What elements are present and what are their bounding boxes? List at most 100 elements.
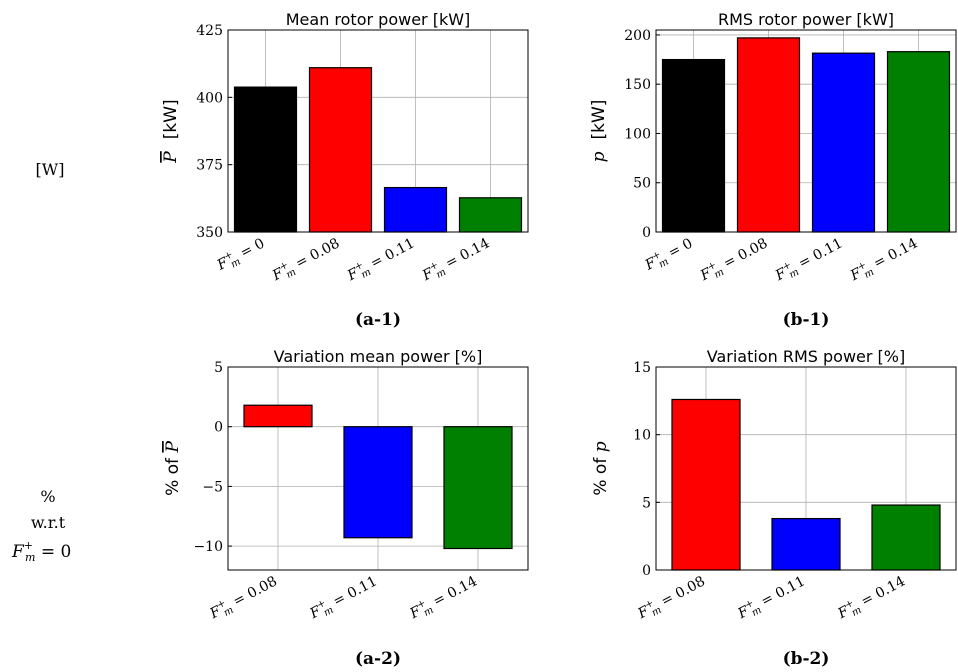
x-tick-label: F+m = 0.11 bbox=[306, 572, 382, 625]
x-tick-sub: m bbox=[285, 267, 299, 281]
row-label-reference-F: F bbox=[11, 542, 25, 562]
x-tick-value: 0.14 bbox=[457, 235, 492, 264]
bar-0_14 bbox=[886, 51, 951, 233]
x-tick-sub: m bbox=[788, 267, 802, 281]
chart-title: Mean rotor power [kW] bbox=[286, 10, 471, 29]
y-tick-label: 0 bbox=[214, 420, 223, 436]
y-axis-label-symbol: p bbox=[589, 151, 609, 162]
y-tick-label: 15 bbox=[633, 360, 651, 376]
bar-0_08 bbox=[243, 404, 313, 428]
x-tick-label: F+m = 0.08 bbox=[634, 572, 710, 625]
y-axis-label-prefix: % of bbox=[591, 452, 611, 495]
axes-frame bbox=[227, 366, 529, 571]
x-tick-value: 0.11 bbox=[773, 573, 808, 602]
x-tick-value: 0.14 bbox=[873, 573, 908, 602]
bar-0_14 bbox=[458, 197, 523, 233]
panel-label: (a-1) bbox=[355, 310, 401, 330]
y-tick-label: 5 bbox=[642, 495, 651, 511]
y-axis-label-symbol: P bbox=[161, 151, 181, 164]
x-tick-label: F+m = 0.14 bbox=[846, 234, 922, 288]
x-tick-value: 0.14 bbox=[445, 573, 480, 602]
x-tick-label: F+m = 0.14 bbox=[418, 234, 494, 288]
bar-0_08 bbox=[308, 67, 373, 233]
y-tick-label: 10 bbox=[633, 428, 651, 444]
chart-rms-rotor-power: 0 50 100 150 200 RMS rotor power [kW] p [kW] F+m… bbox=[589, 10, 957, 330]
axes-frame bbox=[655, 366, 957, 571]
x-tick-sub: m bbox=[435, 267, 449, 281]
bar-0_14 bbox=[443, 426, 513, 550]
y-tick-label: 350 bbox=[196, 225, 223, 241]
y-tick-label: −5 bbox=[202, 479, 223, 495]
y-tick-label: 0 bbox=[642, 563, 651, 579]
chart-title: Variation RMS power [%] bbox=[707, 347, 905, 366]
y-axis-label: % of p bbox=[591, 441, 611, 495]
x-tick-sub: m bbox=[360, 267, 374, 281]
x-tick-sub: m bbox=[650, 605, 664, 619]
y-tick-label: 100 bbox=[624, 126, 651, 142]
row-label-percent: % bbox=[40, 487, 55, 506]
x-tick-sub: m bbox=[863, 267, 877, 281]
row-label-reference-sup: + bbox=[24, 539, 33, 552]
x-tick-sub: m bbox=[222, 605, 236, 619]
y-axis-label-unit: [kW] bbox=[161, 99, 181, 139]
bar-0_08 bbox=[671, 398, 741, 571]
y-tick-label: 400 bbox=[196, 90, 223, 106]
row-label-watts: [W] bbox=[36, 160, 65, 179]
bar-0 bbox=[661, 58, 726, 233]
chart-mean-rotor-power: 350 375 400 425 Mean rotor power [kW] P [kW] F+… bbox=[161, 10, 529, 330]
x-tick-label: F+m = 0.11 bbox=[734, 572, 810, 625]
axes-frame bbox=[227, 29, 529, 233]
axes-frame bbox=[655, 29, 957, 233]
panel-label: (a-2) bbox=[355, 649, 401, 669]
bar-0_14 bbox=[871, 504, 941, 571]
x-tick-label: F+m = 0.14 bbox=[834, 572, 910, 626]
y-axis-label-symbol: p bbox=[591, 441, 611, 452]
x-tick-value: 0.08 bbox=[307, 235, 342, 264]
x-tick-value: 0.11 bbox=[382, 235, 417, 264]
y-axis-label: % of P bbox=[163, 441, 183, 496]
x-tick-sub: m bbox=[322, 605, 336, 619]
x-tick-sub: m bbox=[229, 256, 243, 270]
row-label-reference-sub: m bbox=[25, 551, 35, 564]
x-tick-value: 0.11 bbox=[810, 235, 845, 264]
x-tick-value: 0.11 bbox=[345, 573, 380, 602]
bar-0_11 bbox=[811, 52, 876, 233]
x-tick-value: 0.08 bbox=[673, 573, 708, 602]
y-tick-label: 200 bbox=[624, 28, 651, 44]
bar-0 bbox=[233, 86, 298, 233]
y-tick-label: −10 bbox=[193, 539, 223, 555]
x-tick-label: F+m = 0.08 bbox=[696, 234, 772, 287]
y-tick-label: 150 bbox=[624, 77, 651, 93]
row-label-reference-rest: = 0 bbox=[35, 542, 71, 562]
x-tick-sub: m bbox=[713, 267, 727, 281]
x-tick-label: F+m = 0.08 bbox=[206, 572, 282, 625]
x-tick-label: F+m = 0.11 bbox=[771, 234, 847, 287]
chart-variation-rms-power: 0 5 10 15 Variation RMS power [%] % of p F+m =… bbox=[591, 347, 957, 669]
bar-0_11 bbox=[343, 426, 413, 539]
x-tick-sub: m bbox=[657, 256, 671, 270]
row-label-reference: F+ m = 0 bbox=[11, 539, 71, 564]
x-tick-sub: m bbox=[850, 605, 864, 619]
panel-label: (b-2) bbox=[783, 649, 830, 669]
y-axis-label: P [kW] bbox=[161, 99, 181, 163]
x-tick-value: 0.08 bbox=[245, 573, 280, 602]
chart-title: Variation mean power [%] bbox=[274, 347, 483, 366]
row-label-wrt: w.r.t bbox=[31, 513, 66, 532]
y-tick-label: 425 bbox=[196, 23, 223, 39]
x-tick-value: 0.08 bbox=[735, 235, 770, 264]
x-tick-label: F+m = 0.14 bbox=[406, 572, 482, 626]
chart-variation-mean-power: −10 −5 0 5 Variation mean power [%] % of P F+m… bbox=[163, 347, 529, 669]
chart-title: RMS rotor power [kW] bbox=[718, 10, 894, 29]
bar-0_11 bbox=[383, 186, 448, 233]
y-axis-label-unit: [kW] bbox=[589, 100, 609, 140]
x-tick-label: F+m = 0.11 bbox=[343, 234, 419, 287]
y-tick-label: 50 bbox=[633, 176, 651, 192]
y-axis-label-prefix: % of bbox=[163, 453, 183, 496]
bar-0_11 bbox=[771, 517, 841, 571]
x-tick-sub: m bbox=[750, 605, 764, 619]
bar-0_08 bbox=[736, 37, 801, 233]
y-tick-label: 375 bbox=[196, 158, 223, 174]
y-axis-label-symbol: P bbox=[163, 441, 183, 454]
y-tick-label: 0 bbox=[642, 225, 651, 241]
